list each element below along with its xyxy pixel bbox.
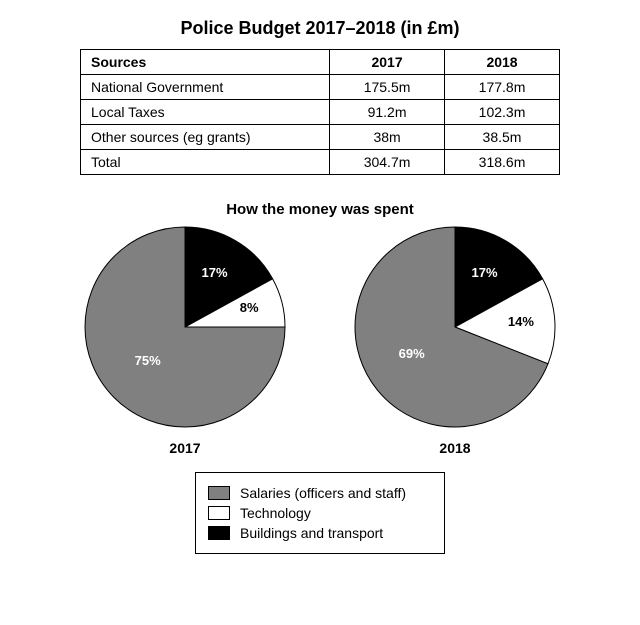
pie-2017: 17%8%75% 2017 bbox=[80, 222, 290, 456]
cell: Other sources (eg grants) bbox=[81, 125, 330, 150]
pie-svg bbox=[350, 222, 560, 432]
legend-swatch bbox=[208, 506, 230, 520]
cell: 177.8m bbox=[445, 75, 560, 100]
cell: Total bbox=[81, 150, 330, 175]
legend-label: Buildings and transport bbox=[240, 525, 383, 541]
col-header: 2017 bbox=[330, 50, 445, 75]
legend-item: Technology bbox=[208, 505, 432, 521]
cell: 91.2m bbox=[330, 100, 445, 125]
cell: 304.7m bbox=[330, 150, 445, 175]
legend-item: Buildings and transport bbox=[208, 525, 432, 541]
cell: Local Taxes bbox=[81, 100, 330, 125]
cell: 318.6m bbox=[445, 150, 560, 175]
cell: 175.5m bbox=[330, 75, 445, 100]
col-header: Sources bbox=[81, 50, 330, 75]
legend-label: Salaries (officers and staff) bbox=[240, 485, 406, 501]
cell: National Government bbox=[81, 75, 330, 100]
pie-year-label: 2017 bbox=[80, 440, 290, 456]
pie-chart: 17%14%69% bbox=[350, 222, 560, 432]
budget-table: Sources 2017 2018 National Government 17… bbox=[80, 49, 560, 175]
pies-title: How the money was spent bbox=[40, 201, 600, 218]
table-header-row: Sources 2017 2018 bbox=[81, 50, 560, 75]
cell: 38.5m bbox=[445, 125, 560, 150]
legend: Salaries (officers and staff) Technology… bbox=[195, 472, 445, 554]
pie-year-label: 2018 bbox=[350, 440, 560, 456]
cell: 102.3m bbox=[445, 100, 560, 125]
legend-label: Technology bbox=[240, 505, 311, 521]
legend-swatch bbox=[208, 486, 230, 500]
table-row: Total 304.7m 318.6m bbox=[81, 150, 560, 175]
pie-row: 17%8%75% 2017 17%14%69% 2018 bbox=[40, 222, 600, 456]
cell: 38m bbox=[330, 125, 445, 150]
pie-2018: 17%14%69% 2018 bbox=[350, 222, 560, 456]
table-row: Local Taxes 91.2m 102.3m bbox=[81, 100, 560, 125]
page: Police Budget 2017–2018 (in £m) Sources … bbox=[0, 0, 640, 625]
pie-svg bbox=[80, 222, 290, 432]
pie-chart: 17%8%75% bbox=[80, 222, 290, 432]
page-title: Police Budget 2017–2018 (in £m) bbox=[40, 18, 600, 39]
table-row: Other sources (eg grants) 38m 38.5m bbox=[81, 125, 560, 150]
legend-swatch bbox=[208, 526, 230, 540]
legend-item: Salaries (officers and staff) bbox=[208, 485, 432, 501]
col-header: 2018 bbox=[445, 50, 560, 75]
table-row: National Government 175.5m 177.8m bbox=[81, 75, 560, 100]
